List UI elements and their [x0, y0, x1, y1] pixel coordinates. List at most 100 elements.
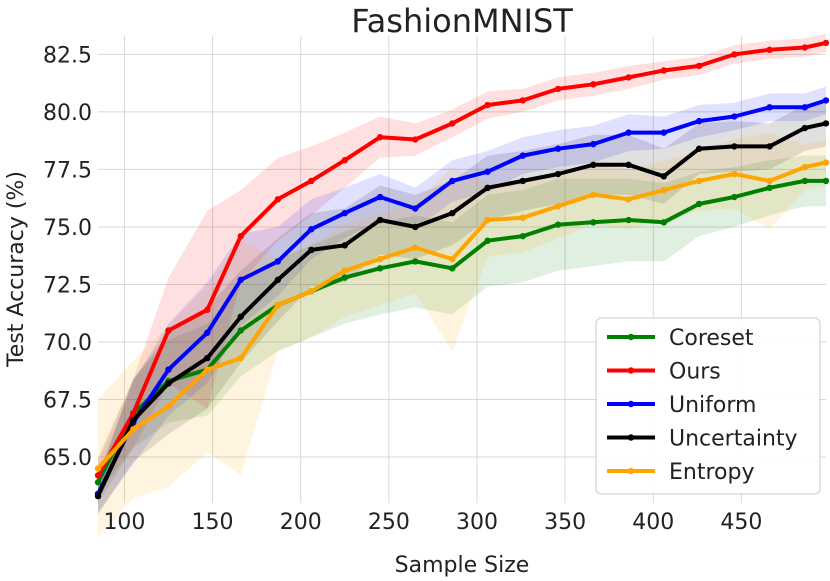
uncertainty-series-line [96, 121, 827, 497]
tick-labels: 100 150 200 250 300 350 400 450 65.0 67.5 70.0 72.5… [43, 43, 762, 535]
ours-legend-marker [627, 367, 635, 374]
ours-data-point [308, 177, 315, 185]
uncertainty-data-point [94, 492, 102, 500]
entropy-data-point [376, 255, 384, 263]
coreset-data-point [237, 327, 244, 334]
y-tick-label: 80.0 [43, 101, 92, 126]
ours-data-point [660, 67, 668, 74]
uniform-series-line [96, 98, 827, 495]
coreset-data-point [449, 265, 456, 272]
uncertainty-data-point [731, 143, 738, 150]
ours-data-point [801, 44, 809, 51]
ours-series-line [96, 40, 827, 477]
uncertainty-data-point [590, 161, 597, 169]
entropy-data-point [237, 354, 244, 362]
entropy-legend-marker [627, 467, 635, 475]
uncertainty-data-point [660, 173, 668, 180]
ours-data-point [412, 136, 419, 143]
x-axis-label: Sample Size [395, 553, 530, 578]
y-tick-label: 72.5 [43, 273, 92, 298]
coreset-data-point [94, 479, 102, 486]
uncertainty-data-point [130, 416, 137, 424]
uncertainty-data-point [801, 124, 809, 132]
y-tick-label: 77.5 [43, 158, 92, 183]
uncertainty-confidence-band [98, 100, 826, 515]
entropy-data-point [130, 426, 137, 433]
entropy-data-point [308, 288, 315, 295]
x-tick-label: 450 [720, 510, 762, 535]
legend-box [595, 317, 821, 495]
uncertainty-data-point [822, 120, 830, 127]
entropy-data-point [801, 163, 809, 171]
uncertainty-data-point [204, 354, 211, 362]
coreset-confidence-band [98, 155, 826, 503]
x-tick-label: 200 [280, 510, 322, 535]
uncertainty-data-point [376, 216, 384, 224]
ours-confidence-band [98, 33, 826, 494]
ours-data-point [237, 232, 244, 240]
entropy-data-point [519, 214, 527, 221]
ours-data-point [625, 74, 632, 81]
uniform-data-point [731, 113, 738, 120]
ours-data-point [274, 196, 281, 203]
entropy-data-point [341, 267, 348, 274]
ours-data-point [449, 120, 456, 127]
entropy-data-point [660, 186, 668, 194]
coreset-data-point [484, 237, 491, 244]
entropy-series-line [96, 160, 827, 470]
coreset-data-point [590, 219, 597, 226]
uniform-data-point [801, 104, 809, 111]
entropy-data-point [590, 191, 597, 198]
coreset-data-point [660, 219, 668, 226]
uniform-legend-label: Uniform [669, 393, 756, 418]
uniform-data-point [625, 129, 632, 136]
ours-data-point [204, 306, 211, 313]
uniform-data-point [165, 366, 172, 373]
entropy-data-point [484, 216, 491, 224]
coreset-data-point [554, 221, 562, 228]
y-tick-label: 75.0 [43, 216, 92, 241]
ours-data-point [165, 327, 172, 334]
coreset-data-point [341, 274, 348, 281]
x-tick-label: 250 [368, 510, 410, 535]
entropy-data-point [625, 196, 632, 203]
legend: Coreset Ours Uniform Uncertainty Entropy [595, 317, 821, 495]
ours-data-point [130, 410, 137, 417]
uniform-data-point [449, 177, 456, 185]
y-tick-label: 70.0 [43, 331, 92, 356]
y-axis-label: Test Accuracy (%) [4, 171, 29, 368]
x-tick-label: 400 [632, 510, 674, 535]
uniform-data-point [519, 152, 527, 159]
entropy-data-point [731, 170, 738, 178]
uniform-data-point [660, 129, 668, 136]
uniform-data-point [308, 226, 315, 233]
coreset-data-point [801, 177, 809, 185]
entropy-legend-label: Entropy [669, 460, 754, 485]
entropy-data-point [204, 366, 211, 373]
uniform-confidence-band [98, 86, 826, 513]
uniform-data-point [822, 97, 830, 104]
series-lines [94, 39, 830, 500]
x-tick-label: 350 [544, 510, 586, 535]
ours-data-point [822, 39, 830, 47]
coreset-data-point [822, 177, 830, 185]
coreset-legend-label: Coreset [669, 326, 754, 351]
uniform-data-point [341, 209, 348, 217]
uncertainty-legend-marker [627, 434, 635, 441]
y-tick-label: 67.5 [43, 388, 92, 413]
uncertainty-data-point [484, 184, 491, 192]
uncertainty-data-point [412, 223, 419, 231]
ours-data-point [94, 472, 102, 479]
ours-data-point [376, 134, 384, 141]
uniform-data-point [766, 104, 773, 111]
uncertainty-data-point [341, 242, 348, 249]
coreset-legend-marker [627, 333, 635, 341]
ours-data-point [695, 62, 703, 70]
uncertainty-data-point [625, 161, 632, 169]
entropy-data-point [822, 159, 830, 166]
ours-data-point [341, 157, 348, 164]
coreset-data-point [519, 232, 527, 240]
coreset-data-point [731, 193, 738, 201]
ours-legend-label: Ours [669, 360, 721, 385]
